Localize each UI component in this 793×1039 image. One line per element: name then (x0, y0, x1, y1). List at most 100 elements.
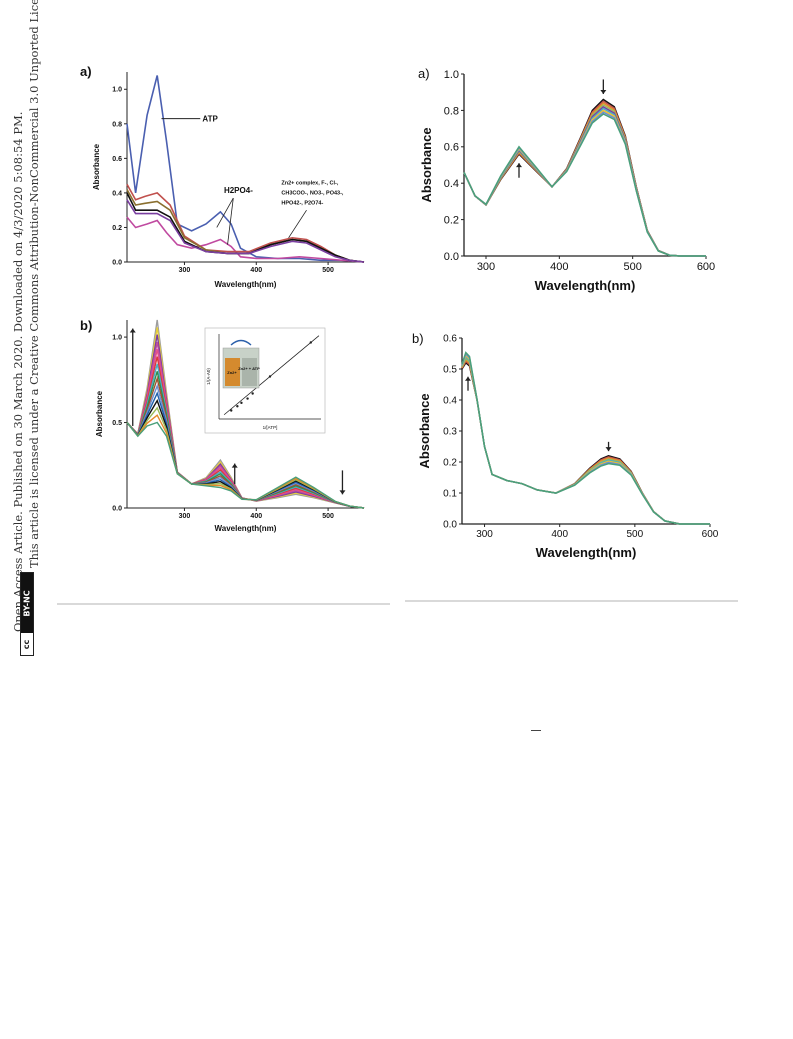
vial-label-zn-atp: Zn2+ + ATP (238, 366, 260, 371)
y-tick-label: 0.8 (112, 121, 122, 128)
y-tick-label: 0.5 (443, 365, 457, 376)
annotation-pointer (227, 198, 234, 245)
y-tick-label: 0.5 (112, 420, 122, 427)
panel-label: a) (80, 64, 92, 79)
x-tick-label: 500 (623, 261, 641, 273)
x-tick-label: 400 (551, 529, 568, 540)
x-tick-label: 400 (250, 513, 262, 520)
series-line (461, 355, 710, 525)
y-tick-label: 0.0 (112, 505, 122, 512)
curved-arrow-icon (230, 339, 252, 346)
arrow-up-head (129, 328, 136, 333)
cc-logo-icon: cc (22, 639, 32, 649)
annotation-anion-list: CH3COO-, NO3-, PO43-, (281, 190, 344, 196)
y-tick-label: 1.0 (112, 335, 122, 342)
annotation-atp: ATP (202, 115, 218, 124)
x-tick-label: 500 (627, 529, 644, 540)
y-tick-label: 0.4 (443, 396, 457, 407)
chart-right-a: 300 400 500 600 0.0 0.2 0.4 0.6 0.8 1.0 Wavelength… (418, 66, 715, 293)
series-line (463, 113, 706, 257)
y-tick-label: 0.6 (112, 156, 122, 163)
series-line (126, 199, 365, 263)
cc-license-badge[interactable]: cc BY-NC (20, 572, 34, 656)
arrow-up-head (516, 163, 522, 168)
series-line (461, 352, 710, 525)
inset-point (268, 375, 272, 378)
y-axis-label: Absorbance (92, 143, 101, 190)
inset-fit-line (223, 335, 320, 416)
x-axis-label: Wavelength(nm) (535, 278, 636, 293)
x-tick-label: 600 (697, 261, 715, 273)
panel-label: b) (412, 331, 424, 346)
inset-point (251, 392, 254, 395)
inset-y-label: 1/(A-A0) (206, 368, 211, 385)
arrow-down-head (600, 90, 607, 95)
y-tick-label: 0.0 (112, 259, 122, 266)
x-tick-label: 400 (550, 261, 568, 273)
y-tick-label: 0.1 (443, 489, 457, 500)
y-axis-label: Absorbance (95, 390, 104, 437)
x-axis-label: Wavelength(nm) (215, 524, 277, 533)
series-line (461, 358, 710, 525)
panel-label: a) (418, 66, 430, 81)
chart-left-b: 300 400 500 0.0 0.5 1.0 Wavelength(nm) Absorban… (80, 318, 365, 533)
inset-x-label: 1/[ATP] (263, 425, 278, 430)
license-sidebar: Open Access Article. Published on 30 Mar… (0, 0, 60, 660)
annotation-anion-list: HPO42-, P2O74- (281, 200, 323, 206)
y-tick-label: 1.0 (444, 69, 459, 81)
caption-divider-right (405, 600, 738, 602)
license-notice: This article is licensed under a Creativ… (27, 0, 41, 568)
series-line (461, 361, 710, 525)
y-tick-label: 0.4 (444, 178, 459, 190)
inset-point (240, 401, 243, 405)
publication-notice: Open Access Article. Published on 30 Mar… (11, 111, 25, 632)
panel-label: b) (80, 318, 92, 333)
y-tick-label: 0.2 (112, 225, 122, 232)
series-line (126, 75, 365, 263)
arrow-up-head (465, 376, 472, 381)
annotation-pointer (288, 209, 307, 239)
annotation-h2po4: H2PO4- (224, 186, 253, 195)
y-tick-label: 0.3 (443, 427, 457, 438)
y-tick-label: 0.6 (443, 334, 457, 345)
y-tick-label: 0.2 (444, 214, 459, 226)
x-tick-label: 300 (179, 513, 191, 520)
x-axis-label: Wavelength(nm) (536, 545, 637, 560)
arrow-up-head (231, 463, 238, 468)
caption-divider-left (57, 603, 390, 605)
figure-left-a: 300 400 500 0.0 0.2 0.4 0.6 0.8 1.0 Wavelength(nm… (70, 60, 380, 295)
y-tick-label: 1.0 (112, 87, 122, 94)
inset-point (246, 397, 249, 400)
figure-right-a: 300 400 500 600 0.0 0.2 0.4 0.6 0.8 1.0 Wavelength… (410, 58, 740, 303)
inset-point (309, 341, 312, 344)
inset-point (230, 409, 233, 412)
arrow-down-head (605, 447, 612, 452)
x-tick-label: 300 (476, 529, 493, 540)
figure-right-b: 300 400 500 600 0.0 0.1 0.2 0.3 0.4 0.5 0.6 Wavelen… (410, 325, 740, 565)
series-line (461, 351, 710, 525)
vial-zn-atp (242, 358, 257, 386)
y-tick-label: 0.8 (444, 105, 459, 117)
y-tick-label: 0.0 (443, 520, 457, 531)
inset-point (236, 405, 239, 408)
arrow-down-head (339, 490, 346, 495)
x-tick-label: 500 (322, 513, 334, 520)
y-tick-label: 0.4 (112, 190, 122, 197)
series-line (126, 216, 365, 263)
x-tick-label: 500 (322, 267, 334, 274)
stray-dash (531, 730, 541, 731)
vial-label-zn: Zn2+ (227, 370, 237, 375)
x-tick-label: 600 (702, 529, 719, 540)
by-nc-label: BY-NC (22, 589, 32, 617)
vial-zn (225, 358, 240, 386)
series-line (126, 421, 365, 509)
y-tick-label: 0.0 (444, 251, 459, 263)
x-axis-label: Wavelength(nm) (215, 280, 277, 289)
series-line (461, 360, 710, 525)
series-line (461, 357, 710, 525)
chart-left-a: 300 400 500 0.0 0.2 0.4 0.6 0.8 1.0 Wavelength(nm… (80, 64, 365, 289)
x-tick-label: 400 (250, 267, 262, 274)
annotation-anion-list: Zn2+ complex, F-, Cl-, (281, 180, 338, 186)
y-tick-label: 0.6 (444, 142, 459, 154)
y-axis-label: Absorbance (417, 393, 432, 468)
